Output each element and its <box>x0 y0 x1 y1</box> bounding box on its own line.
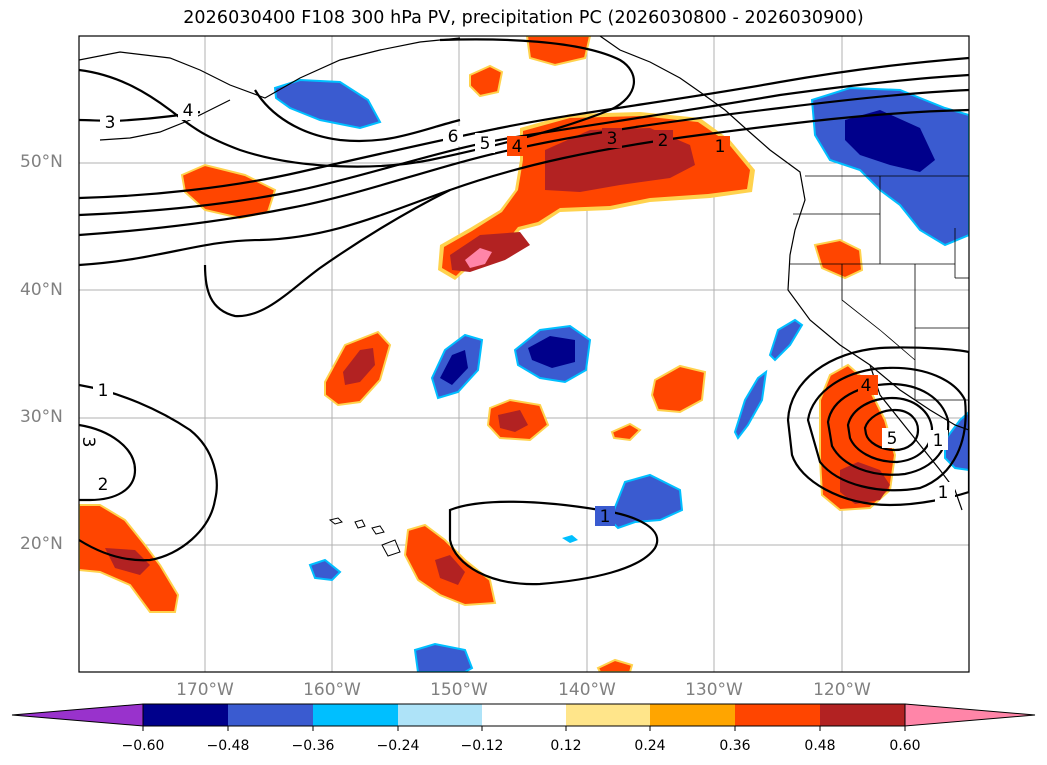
pv-contour-labels: 3 4 6 5 4 3 2 1 1 2 1 3 1 5 <box>78 100 955 527</box>
colorbar-tick-label: −0.24 <box>376 738 420 754</box>
pv-label-4: 4 <box>512 137 523 157</box>
pv-contour-cutoff-4 <box>846 396 934 464</box>
pv-contour-low-1 <box>448 500 659 586</box>
lat-label-50n: 50°N <box>20 152 63 172</box>
coast-gulf-ak <box>599 36 969 431</box>
precip-neg-23n <box>608 473 684 530</box>
pv-contour-cutoff-2 <box>806 366 967 492</box>
pv-label-5-cutoff: 5 <box>887 429 898 449</box>
map-frame <box>78 35 970 673</box>
colorbar-extend-min <box>11 703 144 727</box>
pv-contour-aleutian <box>254 89 461 143</box>
colorbar-tick-label: −0.36 <box>291 738 335 754</box>
pv-contour-left-1 <box>79 383 218 562</box>
lon-label-150w: 150°W <box>430 680 488 700</box>
colorbar-tick-label: −0.12 <box>460 738 504 754</box>
coast-aleutians <box>99 99 231 141</box>
precip-neg-alaska <box>273 78 382 130</box>
colorbar-bin-7 <box>650 704 735 726</box>
lat-label-40n: 40°N <box>20 280 63 300</box>
pv-contour-trough <box>203 189 451 318</box>
pv-contour-cutoff-1 <box>786 346 969 507</box>
precip-neg-streak-1 <box>733 369 768 440</box>
precip-neg-tiny <box>562 535 578 543</box>
lon-label-140w: 140°W <box>558 680 616 700</box>
colorbar-tick-label: 0.48 <box>804 738 836 754</box>
precip-blob-california <box>813 238 864 280</box>
precip-negative <box>273 78 969 672</box>
colorbar-bin-5 <box>482 704 566 726</box>
lon-label-160w: 160°W <box>303 680 361 700</box>
colorbar-bin-2 <box>228 704 313 726</box>
pv-contour-jet-4 <box>79 56 969 200</box>
pv-label-2: 2 <box>658 131 669 151</box>
precip-neg-bottom <box>413 642 474 672</box>
pv-label-1-west: 1 <box>98 381 109 401</box>
lon-label-120w: 120°W <box>813 680 871 700</box>
colorbar-bin-9 <box>820 704 905 726</box>
pv-label-2-west: 2 <box>98 475 109 495</box>
colorbar-tick-label: 0.60 <box>889 738 921 754</box>
colorbar-tick-label: 0.24 <box>634 738 666 754</box>
pv-label-5: 5 <box>480 134 491 154</box>
pv-contours <box>79 38 969 586</box>
pv-contour-cutoff-5 <box>863 408 920 452</box>
colorbar-bin-8 <box>735 704 820 726</box>
colorbar-tick-label: −0.48 <box>206 738 250 754</box>
pv-label-3-sw: 3 <box>78 437 98 448</box>
coast-alaska <box>79 37 461 99</box>
precip-positive <box>79 36 897 672</box>
pv-label-1-cutoff: 1 <box>933 431 944 451</box>
lat-label-20n: 20°N <box>20 534 63 554</box>
colorbar-bin-1 <box>143 704 228 726</box>
colorbar-frame <box>142 703 906 727</box>
lat-label-30n: 30°N <box>20 407 63 427</box>
map-title: 2026030400 F108 300 hPa PV, precipitatio… <box>183 8 864 28</box>
colorbar-bin-6 <box>566 704 650 726</box>
pv-label-1-east: 1 <box>938 483 949 503</box>
pv-contour-left-2 <box>79 423 137 502</box>
precip-neg-small-hawaii <box>308 558 342 582</box>
precip-blob-bottom <box>596 658 634 672</box>
lon-label-130w: 130°W <box>685 680 743 700</box>
pv-label-1-south: 1 <box>600 507 611 527</box>
colorbar-tick-label: 0.12 <box>550 738 582 754</box>
precip-blob-small-140w <box>610 422 642 442</box>
borders <box>790 175 969 401</box>
colorbar-tick-label: 0.36 <box>719 738 751 754</box>
colorbar-tick-label: −0.60 <box>121 738 165 754</box>
colorbar-bin-4 <box>398 704 482 726</box>
pv-label-4-cutoff: 4 <box>861 376 872 396</box>
pv-contour-north <box>79 38 636 168</box>
hawaii-islands <box>328 517 401 557</box>
precip-blob-137w <box>650 364 707 414</box>
pv-label-6: 6 <box>448 127 459 147</box>
pv-contour-jet-1 <box>79 108 969 267</box>
map-content: 3 4 6 5 4 3 2 1 1 2 1 3 1 5 <box>78 36 969 672</box>
precip-blob-top <box>525 36 592 67</box>
colorbar-extend-max <box>904 703 1036 727</box>
pv-label-4-nw: 4 <box>183 101 194 121</box>
lon-label-170w: 170°W <box>176 680 234 700</box>
pv-label-1: 1 <box>715 137 726 157</box>
precip-blob-small-north <box>469 64 504 98</box>
precip-neg-streak-2 <box>768 318 804 362</box>
colorbar <box>11 703 1036 731</box>
pv-label-3: 3 <box>607 129 618 149</box>
colorbar-bin-3 <box>313 704 398 726</box>
pv-label-3-nw: 3 <box>105 113 116 133</box>
precip-neg-east-edge <box>944 410 969 472</box>
